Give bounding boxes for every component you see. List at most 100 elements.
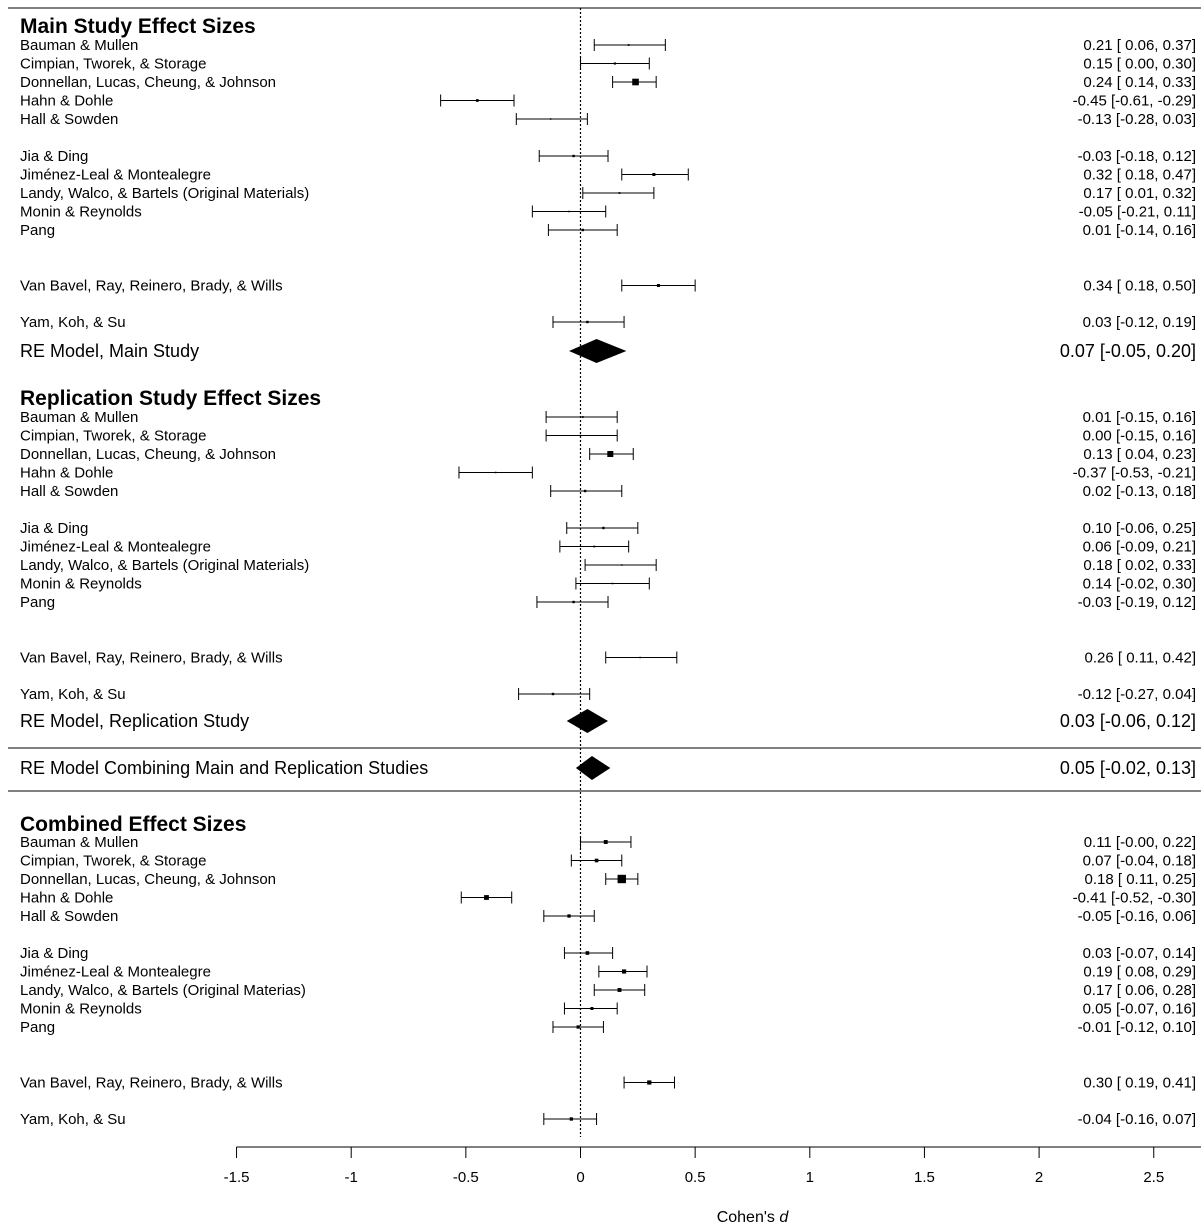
combined-section-study-5-point: [585, 951, 590, 955]
replication-section-study-0-point: [581, 416, 584, 418]
combined-section-study-1-label: Cimpian, Tworek, & Storage: [20, 853, 206, 870]
main-section-study-9-ci: 0.01 [-0.14, 0.16]: [1083, 222, 1196, 239]
combined-model-ci: 0.05 [-0.02, 0.13]: [1060, 758, 1196, 778]
x-axis-label-symbol: d: [779, 1209, 789, 1226]
replication-section-title: Replication Study Effect Sizes: [20, 387, 321, 410]
combined-section-study-7-ci: 0.17 [ 0.06, 0.28]: [1083, 982, 1196, 999]
replication-section-study-11-label: Yam, Koh, & Su: [20, 686, 126, 703]
effect-marks: [440, 39, 696, 1125]
main-section-study-1-label: Cimpian, Tworek, & Storage: [20, 56, 206, 73]
combined-section-study-9-label: Pang: [20, 1019, 55, 1036]
main-section-study-7-point: [618, 192, 621, 194]
combined-section-study-4-label: Hall & Sowden: [20, 908, 118, 925]
combined-section-study-3-label: Hahn & Dohle: [20, 890, 113, 907]
combined-section-study-5-ci: 0.03 [-0.07, 0.14]: [1083, 945, 1196, 962]
main-section-study-10-ci: 0.34 [ 0.18, 0.50]: [1083, 278, 1196, 295]
main-section-study-10-point: [656, 284, 660, 287]
replication-section-study-10-point: [639, 656, 641, 659]
replication-section-study-7-label: Landy, Walco, & Bartels (Original Materi…: [20, 557, 309, 574]
main-section-study-3-label: Hahn & Dohle: [20, 93, 113, 110]
replication-section-study-9-label: Pang: [20, 594, 55, 611]
main-section-study-11-ci: 0.03 [-0.12, 0.19]: [1083, 314, 1196, 331]
replication-section-study-11-ci: -0.12 [-0.27, 0.04]: [1078, 686, 1196, 703]
replication-section-study-4-label: Hall & Sowden: [20, 483, 118, 500]
main-section-study-0-label: Bauman & Mullen: [20, 37, 138, 54]
main-section-study-8-point: [568, 210, 570, 213]
combined-section-study-10-label: Van Bavel, Ray, Reinero, Brady, & Wills: [20, 1075, 283, 1092]
combined-section-study-8-ci: 0.05 [-0.07, 0.16]: [1083, 1001, 1196, 1018]
main-section-study-3-ci: -0.45 [-0.61, -0.29]: [1073, 93, 1196, 110]
main-section-study-9-label: Pang: [20, 222, 55, 239]
main-section-study-5-label: Jia & Ding: [20, 148, 88, 165]
combined-section-study-0-label: Bauman & Mullen: [20, 834, 138, 851]
combined-section-study-10-point: [647, 1080, 652, 1085]
combined-section-study-0-ci: 0.11 [-0.00, 0.22]: [1084, 834, 1196, 851]
x-tick-label-2: -0.5: [453, 1169, 479, 1186]
replication-section-study-1-ci: 0.00 [-0.15, 0.16]: [1083, 428, 1196, 445]
main-section-study-7-ci: 0.17 [ 0.01, 0.32]: [1083, 185, 1196, 202]
replication-section-study-0-label: Bauman & Mullen: [20, 409, 138, 426]
main-section-study-2-label: Donnellan, Lucas, Cheung, & Johnson: [20, 74, 276, 91]
combined-section-study-0-point: [603, 840, 608, 844]
main-section-study-0-ci: 0.21 [ 0.06, 0.37]: [1083, 37, 1196, 54]
combined-section-study-6-ci: 0.19 [ 0.08, 0.29]: [1083, 964, 1196, 981]
replication-section-study-9-ci: -0.03 [-0.19, 0.12]: [1078, 594, 1196, 611]
combined-section-study-11-ci: -0.04 [-0.16, 0.07]: [1078, 1111, 1196, 1128]
main-section-title: Main Study Effect Sizes: [20, 15, 256, 38]
replication-model-ci: 0.03 [-0.06, 0.12]: [1060, 711, 1196, 731]
main-section-study-5-point: [572, 154, 575, 158]
main-section-study-8-label: Monin & Reynolds: [20, 204, 142, 221]
x-tick-label-5: 1: [806, 1169, 814, 1186]
combined-section-study-8-point: [590, 1007, 594, 1010]
replication-section-study-1-point: [579, 434, 582, 437]
replication-model-diamond: [566, 709, 609, 733]
main-section-study-2-ci: 0.24 [ 0.14, 0.33]: [1083, 74, 1196, 91]
replication-section-study-2-ci: 0.13 [ 0.04, 0.23]: [1083, 446, 1196, 463]
replication-section-study-1-label: Cimpian, Tworek, & Storage: [20, 428, 206, 445]
x-tick-label-3: 0: [576, 1169, 584, 1186]
main-model-diamond: [569, 339, 627, 363]
x-tick-label-1: -1: [345, 1169, 358, 1186]
combined-section-study-9-point: [576, 1025, 580, 1029]
replication-section-study-7-ci: 0.18 [ 0.02, 0.33]: [1083, 557, 1196, 574]
separator-lines: [8, 7, 1201, 792]
main-section-study-0-point: [627, 44, 630, 46]
combined-section-study-7-point: [617, 988, 622, 992]
combined-section-study-3-point: [484, 895, 489, 900]
replication-section-study-6-point: [593, 545, 596, 548]
main-section-study-3-point: [475, 99, 479, 102]
x-axis: -1.5-1-0.500.511.522.53Cohen's d: [224, 1146, 1201, 1226]
main-model-ci: 0.07 [-0.05, 0.20]: [1060, 341, 1196, 361]
main-section-study-1-ci: 0.15 [ 0.00, 0.30]: [1083, 56, 1196, 73]
combined-section-study-8-label: Monin & Reynolds: [20, 1001, 142, 1018]
combined-model-diamond: [575, 756, 611, 780]
x-tick-label-8: 2.5: [1143, 1169, 1164, 1186]
x-tick-label-6: 1.5: [914, 1169, 935, 1186]
combined-section-study-2-label: Donnellan, Lucas, Cheung, & Johnson: [20, 871, 276, 888]
replication-section-study-0-ci: 0.01 [-0.15, 0.16]: [1083, 409, 1196, 426]
combined-section-study-4-point: [567, 914, 571, 918]
replication-section-study-5-label: Jia & Ding: [20, 520, 88, 537]
combined-section-study-1-point: [594, 858, 599, 863]
main-section-study-4-ci: -0.13 [-0.28, 0.03]: [1078, 111, 1196, 128]
x-axis-label-text: Cohen's: [717, 1209, 780, 1226]
main-model-label: RE Model, Main Study: [20, 341, 199, 361]
replication-section-study-4-point: [583, 489, 587, 493]
main-section-study-6-label: Jiménez-Leal & Montealegre: [20, 167, 211, 184]
main-section-study-10-label: Van Bavel, Ray, Reinero, Brady, & Wills: [20, 278, 283, 295]
combined-section-study-5-label: Jia & Ding: [20, 945, 88, 962]
x-tick-label-0: -1.5: [224, 1169, 250, 1186]
replication-section-study-10-label: Van Bavel, Ray, Reinero, Brady, & Wills: [20, 650, 283, 667]
main-section-study-6-ci: 0.32 [ 0.18, 0.47]: [1083, 167, 1196, 184]
combined-section-study-7-label: Landy, Walco, & Bartels (Original Materi…: [20, 982, 306, 999]
combined-model-label: RE Model Combining Main and Replication …: [20, 758, 428, 778]
combined-section-study-6-label: Jiménez-Leal & Montealegre: [20, 964, 211, 981]
replication-section-study-8-label: Monin & Reynolds: [20, 576, 142, 593]
x-tick-label-4: 0.5: [685, 1169, 706, 1186]
replication-section-study-4-ci: 0.02 [-0.13, 0.18]: [1083, 483, 1196, 500]
replication-section-study-3-ci: -0.37 [-0.53, -0.21]: [1073, 465, 1196, 482]
replication-section-study-8-ci: 0.14 [-0.02, 0.30]: [1083, 576, 1196, 593]
combined-section-title: Combined Effect Sizes: [20, 813, 246, 836]
